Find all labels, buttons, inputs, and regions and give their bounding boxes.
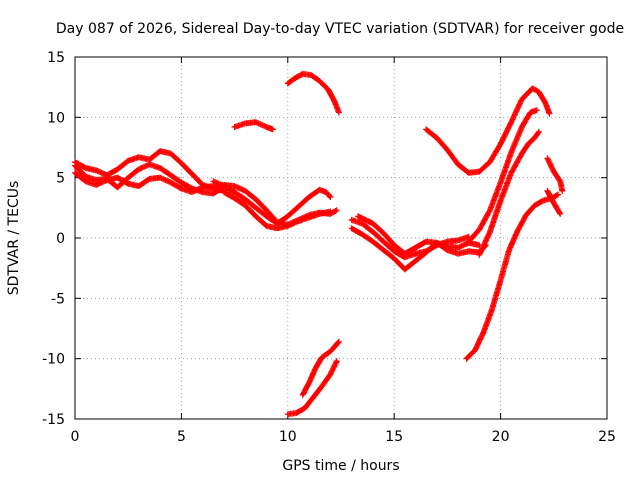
data-markers — [284, 70, 342, 116]
series-arc-5 — [221, 189, 334, 232]
y-tick-label: 10 — [47, 110, 65, 126]
series-arc-13 — [423, 85, 553, 176]
data-markers — [544, 187, 564, 217]
data-markers — [221, 189, 334, 232]
series-arc-16 — [463, 191, 562, 362]
data-markers — [544, 155, 566, 194]
series-arc-14 — [465, 107, 540, 245]
x-tick-label: 20 — [492, 429, 510, 445]
y-tick-label: 15 — [47, 50, 65, 66]
y-tick-label: -10 — [42, 352, 65, 368]
series-arc-12 — [355, 213, 489, 257]
series-arc-11 — [348, 225, 483, 273]
data-markers — [423, 85, 553, 176]
x-axis-label: GPS time / hours — [282, 458, 399, 474]
series-arc-6 — [231, 119, 276, 133]
data-markers — [476, 128, 542, 258]
data-markers — [299, 338, 342, 398]
series-arc-7 — [284, 70, 342, 116]
y-axis-label: SDTVAR / TECUs — [6, 181, 22, 296]
series-arc-18 — [544, 187, 564, 217]
y-tick-label: -15 — [42, 412, 65, 428]
series-arc-15 — [476, 128, 542, 258]
x-tick-label: 10 — [279, 429, 297, 445]
data-markers — [231, 119, 276, 133]
x-tick-label: 15 — [385, 429, 403, 445]
y-tick-label: -5 — [51, 291, 65, 307]
y-tick-label: 5 — [56, 171, 65, 187]
x-tick-label: 25 — [598, 429, 616, 445]
x-tick-label: 0 — [71, 429, 80, 445]
series-arc-9 — [299, 338, 342, 398]
data-markers — [355, 213, 489, 257]
data-markers — [463, 191, 562, 362]
data-points — [72, 70, 566, 418]
series-arc-8 — [284, 358, 340, 418]
data-markers — [348, 225, 483, 273]
x-tick-label: 5 — [177, 429, 186, 445]
data-markers — [210, 178, 334, 227]
data-markers — [465, 107, 540, 245]
y-tick-label: 0 — [56, 231, 65, 247]
chart-title: Day 087 of 2026, Sidereal Day-to-day VTE… — [56, 21, 624, 37]
series-arc-4 — [210, 178, 334, 227]
axis-ticks: 0 5 10 15 20 25 -15 -10 -5 0 5 10 15 — [42, 50, 616, 445]
series-arc-17 — [544, 155, 566, 194]
data-markers — [284, 358, 340, 418]
